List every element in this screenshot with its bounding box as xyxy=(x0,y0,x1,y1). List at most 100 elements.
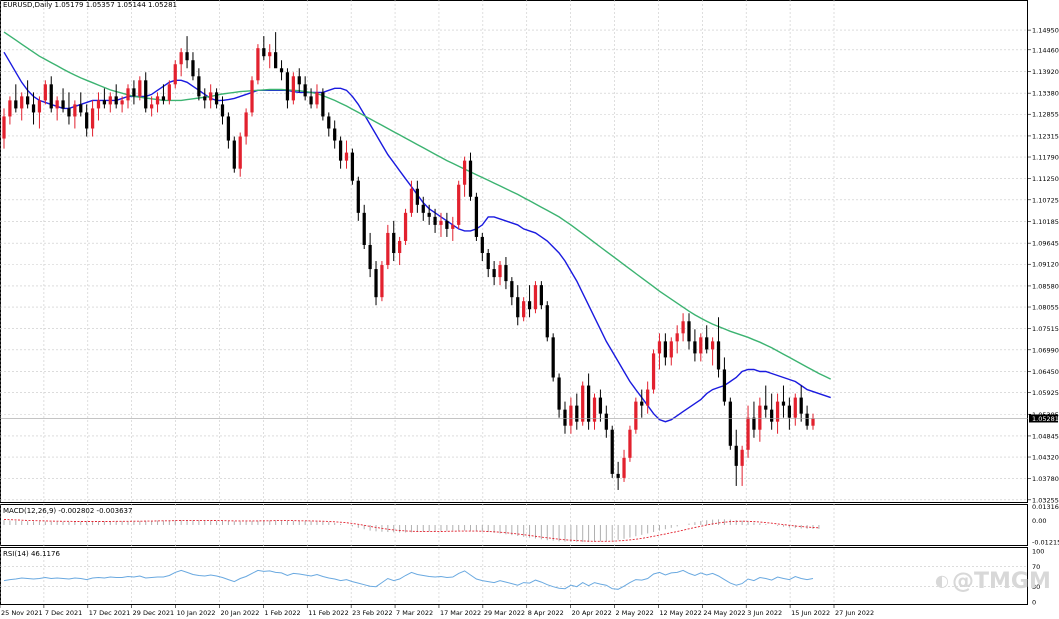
x-tick-label: 20 Apr 2022 xyxy=(572,609,612,617)
candle-body xyxy=(214,92,219,105)
candle xyxy=(333,120,337,149)
candle xyxy=(220,96,225,125)
rsi-indicator: 100 70 30 0 xyxy=(0,548,1044,607)
candle xyxy=(232,136,236,173)
candle-body xyxy=(728,401,732,446)
candle xyxy=(551,333,555,382)
candle-body xyxy=(486,253,490,270)
candle xyxy=(663,333,667,366)
candle-body xyxy=(102,100,107,105)
candle xyxy=(344,140,349,169)
y-tick-label: 1.10725 xyxy=(1032,196,1059,204)
candle xyxy=(445,212,449,237)
candle-body xyxy=(705,337,709,350)
candle-body xyxy=(49,84,53,109)
candle xyxy=(510,277,514,306)
candle-body xyxy=(781,401,786,406)
candle xyxy=(409,180,414,217)
candle xyxy=(770,393,774,430)
candle-body xyxy=(279,68,284,73)
candle-body xyxy=(43,84,47,101)
candle-body xyxy=(338,140,343,161)
candle xyxy=(586,373,591,430)
candle xyxy=(303,76,307,101)
candle xyxy=(150,96,154,117)
candle xyxy=(8,96,12,125)
candle-body xyxy=(651,353,656,390)
candle-body xyxy=(126,88,130,101)
candle xyxy=(705,325,709,354)
candle xyxy=(604,405,608,438)
candle-body xyxy=(693,341,697,354)
candle xyxy=(693,329,697,362)
candle-body xyxy=(191,60,195,77)
x-tick-label: 10 Jan 2022 xyxy=(177,609,216,617)
candle-body xyxy=(209,92,213,101)
candle xyxy=(374,261,378,306)
candle xyxy=(226,112,231,149)
candle xyxy=(102,88,107,109)
candle xyxy=(628,425,632,462)
x-tick-label: 29 Dec 2021 xyxy=(133,609,175,617)
candle xyxy=(309,88,313,109)
candle xyxy=(25,80,30,109)
candle-body xyxy=(805,413,809,426)
candle xyxy=(569,397,573,434)
candle xyxy=(20,92,24,121)
y-tick-label: 1.12855 xyxy=(1032,111,1059,119)
rsi-y-label: 70 xyxy=(1032,563,1040,571)
candle-body xyxy=(309,96,313,105)
candle-body xyxy=(811,418,815,426)
candle xyxy=(37,96,42,129)
candle xyxy=(675,325,679,354)
candle-body xyxy=(545,305,549,338)
candle-body xyxy=(96,100,101,109)
candle xyxy=(646,381,650,414)
candle-body xyxy=(462,160,467,185)
macd-indicator: 0.013164 0.00 -0.012152 xyxy=(3,503,1059,547)
candle-body xyxy=(640,401,644,406)
candle-body xyxy=(79,104,83,113)
candle-body xyxy=(203,96,207,101)
candle xyxy=(781,385,786,418)
x-tick-label: 1 Feb 2022 xyxy=(264,609,300,617)
candle-body xyxy=(120,100,124,105)
candle xyxy=(96,92,101,121)
candle-body xyxy=(687,321,691,342)
candle-body xyxy=(8,100,12,117)
x-tick-label: 27 Jun 2022 xyxy=(835,609,874,617)
candle xyxy=(85,104,89,137)
candle xyxy=(138,76,142,101)
candle xyxy=(734,429,738,486)
candle xyxy=(173,60,177,89)
candle-body xyxy=(604,413,608,430)
candle xyxy=(132,80,136,105)
candle xyxy=(315,84,319,109)
candle xyxy=(699,333,703,362)
candle-body xyxy=(433,216,437,225)
candle-body xyxy=(752,417,756,430)
candle-body xyxy=(598,397,603,414)
candle-body xyxy=(144,80,148,109)
rsi-y-label: 30 xyxy=(1032,583,1040,591)
candle xyxy=(504,257,508,290)
candle-body xyxy=(226,116,231,141)
candle-body xyxy=(787,405,792,418)
x-tick-label: 17 Mar 2022 xyxy=(440,609,481,617)
candle-body xyxy=(646,389,650,406)
candle-body xyxy=(398,240,402,254)
x-tick-label: 25 Nov 2021 xyxy=(1,609,43,617)
candle-body xyxy=(232,140,236,169)
candle-body xyxy=(262,48,266,57)
candle-body xyxy=(256,48,260,81)
candle xyxy=(238,132,242,177)
candle xyxy=(73,100,77,129)
candlesticks xyxy=(2,32,815,490)
candle xyxy=(256,44,260,85)
candle-body xyxy=(380,265,384,298)
rsi-panel-frame xyxy=(0,547,1028,605)
candle-body xyxy=(155,96,160,105)
y-tick-label: 1.12315 xyxy=(1032,132,1059,140)
candle-body xyxy=(73,104,77,117)
